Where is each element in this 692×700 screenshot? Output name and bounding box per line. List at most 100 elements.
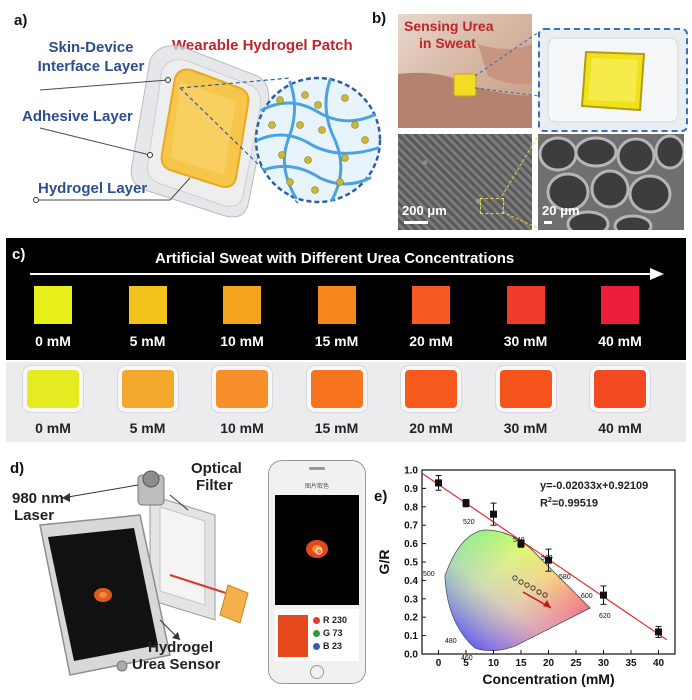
gel-concentration-label: 10 mM: [220, 420, 264, 436]
cie-wavelength-label: 520: [463, 519, 475, 526]
sem-image-high-mag: [538, 134, 684, 230]
rgb-dot-icon: [313, 629, 320, 637]
data-point: [435, 479, 442, 487]
scale-bar-20: 20 μm: [542, 203, 580, 218]
y-tick-label: 0.3: [404, 594, 418, 605]
scale-bar-200: 200 μm: [402, 203, 447, 218]
y-tick-label: 0.1: [404, 631, 418, 642]
cie-point: [524, 582, 530, 588]
concentration-label: 15 mM: [314, 333, 359, 349]
y-tick-label: 0.4: [404, 576, 418, 587]
laser-label-1: 980 nm: [12, 490, 64, 507]
data-point: [545, 556, 552, 564]
cie-wavelength-label: 480: [445, 638, 457, 645]
zoom-connector: [474, 31, 540, 97]
rgb-row: G 73: [313, 628, 363, 638]
gr-chart: 5205405605806006205004804600.00.10.20.30…: [376, 466, 676, 687]
x-axis-label: Concentration (mM): [482, 671, 614, 687]
concentration-label: 10 mM: [220, 333, 264, 349]
rgb-value: R 230: [323, 615, 348, 625]
gel-photo: [499, 370, 552, 408]
concentration-label: 30 mM: [503, 333, 548, 349]
gel-concentration-label: 30 mM: [503, 420, 548, 436]
color-square: [506, 286, 545, 324]
filter-label-2: Filter: [196, 477, 233, 494]
gel-photo: [121, 370, 174, 408]
gel-photo: [310, 370, 363, 408]
gel-concentration-label: 0 mM: [35, 420, 71, 436]
x-tick-label: 15: [515, 658, 527, 669]
x-tick-label: 25: [570, 658, 582, 669]
cie-point: [542, 592, 548, 598]
color-swatch: [278, 615, 308, 657]
rgb-row: B 23: [313, 641, 363, 651]
gel-photo: [27, 370, 79, 408]
hand-photo: [398, 14, 532, 128]
panel-d-label: d): [10, 460, 25, 477]
gel-concentration-label: 15 mM: [314, 420, 359, 436]
data-point: [462, 499, 470, 507]
panel-a-label: a): [14, 12, 28, 29]
gel-concentration-label: 5 mM: [129, 420, 166, 436]
y-tick-label: 0.8: [404, 502, 418, 513]
rgb-dot-icon: [313, 616, 320, 624]
r2-prefix: R: [540, 497, 548, 510]
rgb-row: R 230: [313, 615, 363, 625]
patch-illustration: [33, 45, 382, 218]
y-axis-label: G/R: [376, 550, 392, 575]
color-square: [412, 286, 450, 324]
panel-e-label: e): [374, 488, 388, 505]
x-tick-label: 0: [436, 658, 442, 669]
y-tick-label: 0.5: [404, 558, 418, 569]
data-point: [655, 628, 662, 636]
x-tick-label: 20: [543, 658, 555, 669]
concentration-label: 20 mM: [409, 333, 453, 349]
fit-equation: y=-0.02033x+0.92109: [540, 480, 649, 492]
layer-label-interface: Skin-Device Interface Layer: [37, 39, 145, 75]
y-tick-label: 0.0: [404, 650, 418, 661]
series-title: Artificial Sweat with Different Urea Con…: [155, 250, 515, 267]
gel-photo: [594, 370, 646, 408]
data-point: [600, 591, 607, 599]
rgb-readout: R 230 G 73 B 23: [313, 615, 363, 654]
y-tick-label: 0.7: [404, 521, 418, 532]
cie-point: [536, 589, 542, 595]
phone-device-illustration: [39, 470, 249, 676]
phone-screenshot: 图片取色 R 230 G 73 B 23: [268, 460, 366, 684]
cie-point: [512, 575, 518, 581]
x-tick-label: 35: [625, 658, 637, 669]
y-tick-label: 1.0: [404, 466, 418, 477]
concentration-arrow: [30, 268, 664, 280]
gel-concentration-label: 40 mM: [598, 420, 642, 436]
sensor-label-2: Urea Sensor: [132, 656, 221, 673]
x-tick-label: 40: [653, 658, 665, 669]
x-tick-label: 5: [463, 658, 469, 669]
y-tick-label: 0.9: [404, 484, 418, 495]
sensing-caption-1: Sensing Urea: [404, 18, 494, 34]
panel-b-label: b): [372, 10, 387, 27]
cie-wavelength-label: 600: [581, 593, 593, 600]
phone-header: 图片取色: [304, 484, 329, 490]
color-square: [34, 286, 72, 324]
cie-gamut-shade: [445, 530, 590, 651]
filter-label-1: Optical: [191, 460, 242, 477]
color-square: [128, 286, 167, 324]
patch-closeup-photo: [538, 28, 688, 132]
cie-wavelength-label: 500: [423, 571, 435, 578]
layer-label-hydrogel: Hydrogel Layer: [38, 180, 148, 197]
concentration-label: 5 mM: [129, 333, 166, 349]
data-point: [517, 540, 525, 548]
y-tick-label: 0.2: [404, 613, 418, 624]
cie-point: [518, 579, 524, 585]
x-tick-label: 10: [488, 658, 500, 669]
concentration-label: 0 mM: [35, 333, 71, 349]
gel-photo: [216, 370, 268, 408]
sem-zoom-lines: [501, 135, 539, 229]
concentration-label: 40 mM: [598, 333, 642, 349]
y-tick-label: 0.6: [404, 539, 418, 550]
gel-photo: [405, 370, 457, 408]
r2-sup: 2: [547, 497, 552, 504]
layer-label-adhesive: Adhesive Layer: [22, 108, 133, 125]
rgb-value: G 73: [323, 628, 343, 638]
sem-image-low-mag: [398, 134, 532, 230]
